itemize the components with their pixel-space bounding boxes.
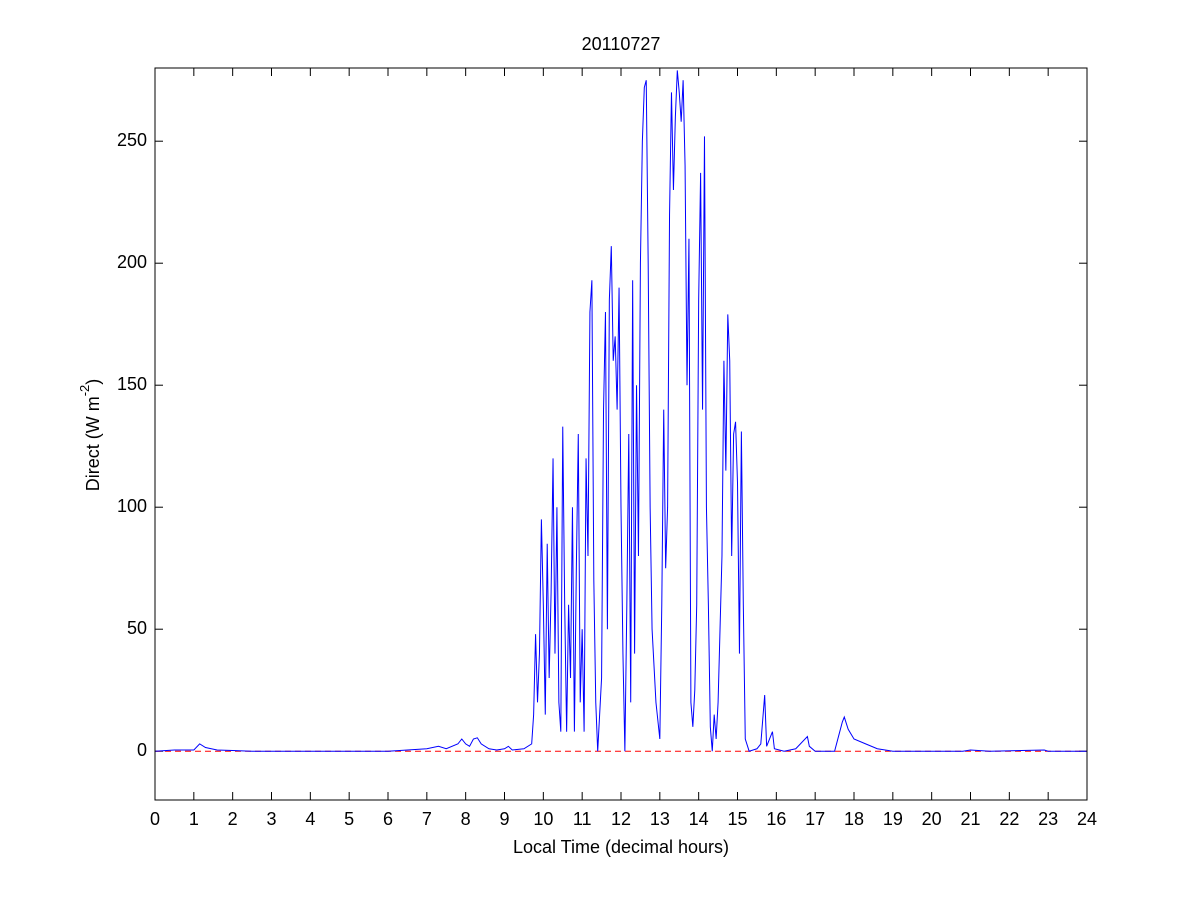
x-tick-label: 13 xyxy=(650,809,670,829)
y-label-end: ) xyxy=(83,379,103,385)
x-axis-label: Local Time (decimal hours) xyxy=(513,837,729,857)
plot-frame xyxy=(154,67,1088,801)
x-tick-label: 6 xyxy=(383,809,393,829)
y-tick-label: 100 xyxy=(117,496,147,516)
y-tick-label: 200 xyxy=(117,252,147,272)
x-tick-label: 5 xyxy=(344,809,354,829)
y-axis-label: Direct (W m-2) xyxy=(77,379,102,492)
x-tick-label: 11 xyxy=(573,809,592,829)
chart-title: 20110727 xyxy=(582,34,661,54)
x-tick-label: 4 xyxy=(305,809,315,829)
x-tick-label: 7 xyxy=(422,809,432,829)
x-tick-label: 18 xyxy=(844,809,864,829)
x-tick-label: 20 xyxy=(922,809,942,829)
y-tick-label: 250 xyxy=(117,130,147,150)
y-tick-label: 0 xyxy=(137,740,147,760)
x-tick-label: 22 xyxy=(999,809,1019,829)
x-tick-label: 16 xyxy=(766,809,786,829)
x-tick-label: 24 xyxy=(1077,809,1097,829)
x-tick-label: 23 xyxy=(1038,809,1058,829)
x-tick-label: 15 xyxy=(727,809,747,829)
y-tick-label: 50 xyxy=(127,618,147,638)
x-tick-label: 17 xyxy=(805,809,825,829)
y-label-text: Direct (W m xyxy=(83,396,103,491)
x-tick-label: 3 xyxy=(266,809,276,829)
x-tick-label: 14 xyxy=(689,809,709,829)
y-label-sup: -2 xyxy=(77,385,92,397)
x-tick-label: 19 xyxy=(883,809,903,829)
x-tick-label: 21 xyxy=(960,809,980,829)
x-tick-label: 9 xyxy=(499,809,509,829)
data-line xyxy=(154,70,1087,752)
x-tick-label: 1 xyxy=(189,809,199,829)
x-tick-label: 10 xyxy=(533,809,553,829)
x-tick-label: 0 xyxy=(150,809,160,829)
y-tick-label: 150 xyxy=(117,374,147,394)
x-tick-label: 8 xyxy=(461,809,471,829)
x-tick-label: 12 xyxy=(611,809,631,829)
x-tick-label: 2 xyxy=(228,809,238,829)
